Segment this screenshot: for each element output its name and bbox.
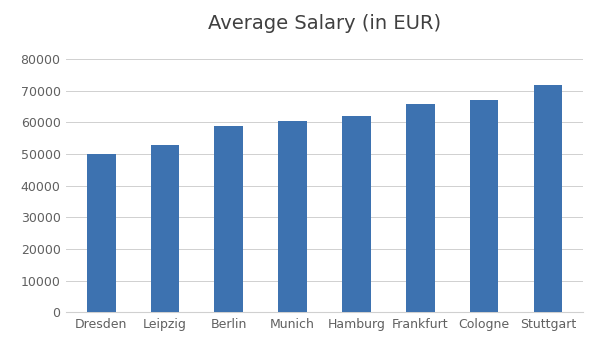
Bar bbox=[87, 154, 115, 312]
Bar bbox=[406, 104, 435, 312]
Bar bbox=[278, 121, 307, 312]
Title: Average Salary (in EUR): Average Salary (in EUR) bbox=[208, 14, 441, 33]
Bar bbox=[342, 116, 371, 312]
Bar bbox=[215, 126, 243, 312]
Bar bbox=[470, 100, 498, 312]
Bar bbox=[534, 85, 562, 312]
Bar bbox=[151, 145, 179, 312]
